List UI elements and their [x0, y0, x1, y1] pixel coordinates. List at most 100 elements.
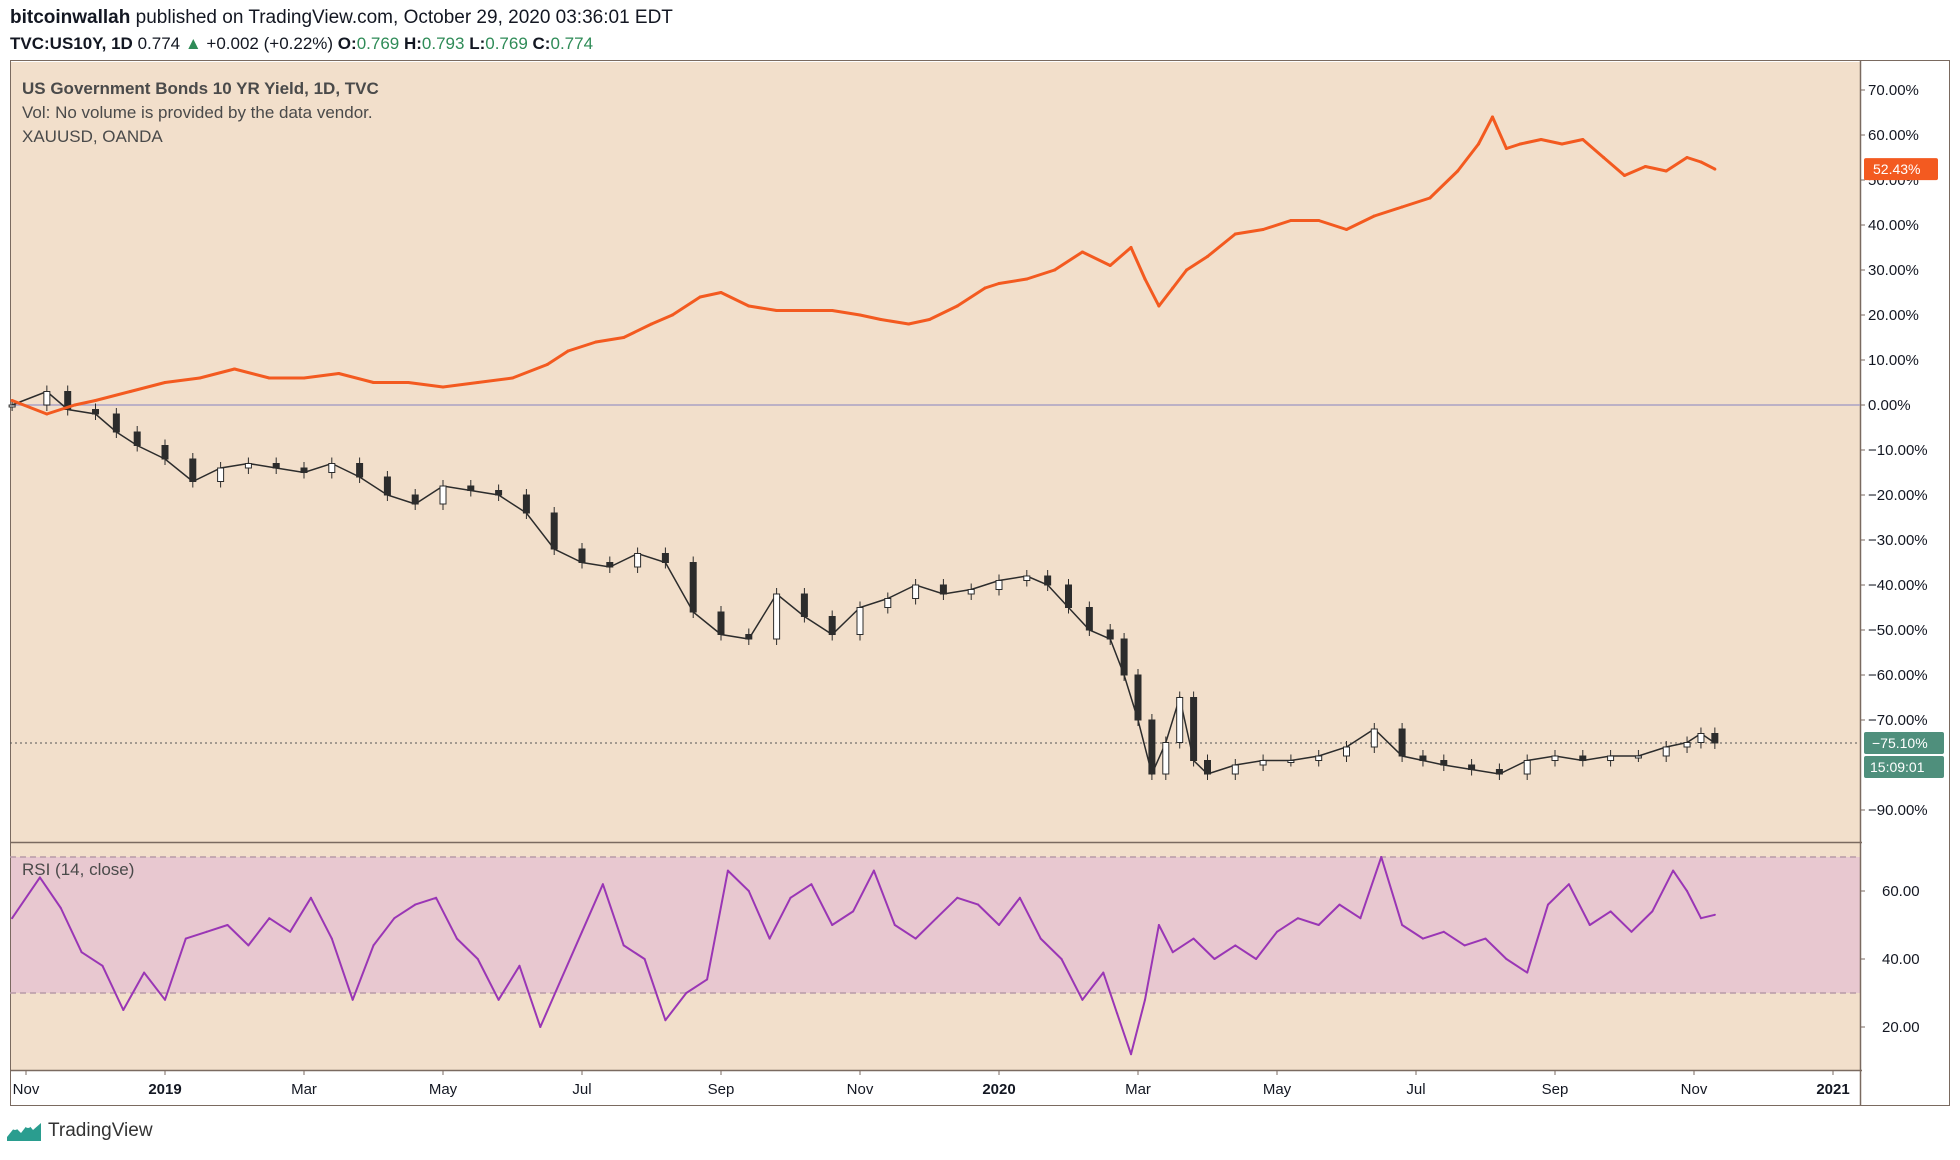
price-change: +0.002 (+0.22%) — [206, 34, 334, 53]
rsi-point — [643, 958, 646, 960]
candle-body — [1204, 760, 1211, 775]
rsi-point — [935, 917, 938, 920]
rsi-point — [872, 869, 875, 872]
candle-body — [1065, 584, 1072, 608]
price-axis-ticks[interactable]: 70.00%60.00%50.00%40.00%30.00%20.00%10.0… — [1860, 82, 1928, 819]
rsi-point — [247, 944, 250, 947]
candle-body — [550, 512, 558, 550]
rsi-point — [122, 1009, 125, 1011]
candle-body — [1148, 719, 1156, 775]
rsi-point — [1143, 998, 1146, 1001]
rsi-point — [1401, 924, 1404, 926]
candle-body — [1120, 638, 1128, 676]
rsi-point — [1463, 944, 1466, 947]
rsi-point — [393, 917, 396, 920]
time-tick-label: 2021 — [1816, 1081, 1849, 1098]
rsi-point — [351, 998, 354, 1001]
rsi-point — [1255, 958, 1258, 960]
rsi-axis-ticks[interactable]: 60.00 40.00 20.00 — [1860, 883, 1920, 1036]
gold-point — [73, 403, 77, 407]
gold-point — [10, 399, 14, 402]
candle-body — [800, 593, 808, 617]
rsi-point — [372, 944, 375, 947]
price-tick-label: −50.00% — [1868, 622, 1928, 639]
gold-point — [1518, 142, 1522, 146]
candle-body — [161, 445, 169, 460]
gold-point — [928, 318, 931, 321]
rsi-point — [789, 896, 792, 899]
price-tick-label: 70.00% — [1868, 82, 1919, 99]
candle-body — [64, 391, 72, 410]
candle-body — [995, 580, 1003, 590]
gold-point — [594, 340, 598, 344]
rsi-point — [706, 978, 709, 981]
rsi-point — [601, 883, 604, 886]
candle-body — [1190, 697, 1198, 761]
tradingview-branding[interactable]: TradingView — [6, 1120, 153, 1142]
gold-point — [1699, 160, 1703, 164]
gold-point — [233, 367, 236, 371]
gold-point — [650, 322, 653, 326]
candle-body — [856, 607, 864, 635]
main-pane-background — [10, 62, 1860, 842]
gold-point — [1713, 167, 1717, 171]
rsi-point — [1567, 883, 1570, 886]
time-axis-ticks[interactable]: Nov 2019 Mar May Jul Sep Nov 2020 Mar May Jul Sep No… — [13, 1070, 1850, 1098]
rsi-point — [747, 890, 750, 892]
legend-volume-note: Vol: No volume is provided by the data v… — [22, 103, 373, 122]
rsi-point — [914, 937, 917, 940]
rsi-legend[interactable]: RSI (14, close) — [22, 860, 134, 879]
rsi-tick-label: 60.00 — [1882, 883, 1920, 900]
gold-point — [1053, 268, 1057, 272]
gold-point — [1581, 138, 1585, 141]
gold-point — [622, 336, 626, 339]
gold-series-points — [10, 115, 1717, 416]
rsi-tick-label: 20.00 — [1882, 1019, 1920, 1036]
close-value: 0.774 — [550, 34, 594, 53]
gold-point — [1400, 205, 1404, 209]
price-tick-label: −30.00% — [1868, 532, 1928, 549]
rsi-point — [226, 924, 229, 926]
rsi-points — [11, 856, 1716, 1056]
rsi-point — [664, 1019, 667, 1022]
publish-info: bitcoinwallah published on TradingView.c… — [10, 4, 1950, 32]
gold-point — [1233, 232, 1237, 236]
candle-body — [272, 463, 280, 469]
gold-point — [1108, 264, 1112, 267]
rsi-point — [143, 971, 146, 974]
yield-badge-text: −75.10% — [1872, 735, 1928, 751]
rsi-point — [455, 937, 458, 940]
gold-point — [698, 295, 702, 299]
gold-point — [94, 399, 97, 402]
rsi-point — [1102, 971, 1105, 974]
chart-header: bitcoinwallah published on TradingView.c… — [10, 4, 1950, 56]
rsi-point — [1317, 924, 1320, 926]
rsi-point — [476, 958, 479, 960]
yield-percent-badge: −75.10% — [1864, 731, 1944, 754]
gold-point — [1685, 156, 1689, 159]
candle-body — [1315, 755, 1323, 761]
gold-point — [983, 286, 987, 290]
gold-point — [511, 376, 514, 380]
time-tick-label: May — [1263, 1081, 1292, 1098]
open-label: O: — [337, 34, 357, 53]
legend-compare-symbol[interactable]: XAUUSD, OANDA — [22, 127, 163, 146]
time-tick-label: May — [429, 1081, 458, 1098]
gold-point — [198, 376, 202, 380]
candle-body — [912, 584, 920, 599]
open-value: 0.769 — [356, 34, 400, 53]
rsi-point — [205, 930, 208, 933]
low-value: 0.769 — [485, 34, 528, 53]
time-tick-label: 2019 — [148, 1081, 181, 1098]
candle-body — [522, 494, 530, 514]
author-name[interactable]: bitcoinwallah — [10, 7, 131, 28]
candle-body — [217, 467, 225, 482]
legend-main-title[interactable]: US Government Bonds 10 YR Yield, 1D, TVC — [22, 79, 379, 98]
time-tick-label: Nov — [847, 1081, 874, 1098]
rsi-point — [1081, 998, 1084, 1001]
gold-point — [337, 372, 341, 375]
gold-point — [1623, 174, 1626, 177]
rsi-point — [581, 930, 583, 933]
chart-canvas[interactable]: US Government Bonds 10 YR Yield, 1D, TVC… — [0, 0, 1960, 1110]
rsi-point — [1588, 924, 1591, 926]
